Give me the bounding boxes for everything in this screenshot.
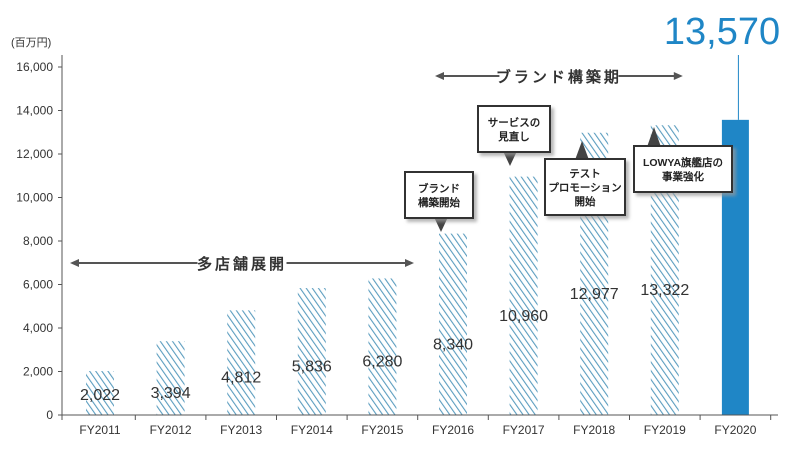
x-tick-label: FY2015 <box>361 423 403 437</box>
range-label: 多店舗展開 <box>197 255 287 273</box>
callouts: ブランド構築開始サービスの見直しテストプロモーション開始LOWYA旗艦店の事業強… <box>404 105 733 232</box>
range-arrow-left-icon <box>70 259 79 267</box>
x-tick-label: FY2017 <box>503 423 545 437</box>
callout-pointer-icon <box>647 127 661 147</box>
bar-fy2016 <box>439 233 467 415</box>
x-tick-label: FY2014 <box>291 423 333 437</box>
value-label-fy2011: 2,022 <box>80 387 120 404</box>
callout-box <box>404 171 474 219</box>
callout-box <box>477 105 551 153</box>
y-tick-label: 2,000 <box>23 365 53 379</box>
x-tick-label: FY2020 <box>714 423 756 437</box>
callout-text: 見直し <box>497 130 530 143</box>
x-tick-label: FY2013 <box>220 423 262 437</box>
range-brand-building: ブランド構築期 <box>435 65 683 87</box>
value-label-fy2012: 3,394 <box>151 385 191 402</box>
bar-fy2017 <box>509 176 538 415</box>
callout-text: 開始 <box>575 195 596 208</box>
bar-fy2015 <box>368 278 397 415</box>
value-label-fy2015: 6,280 <box>362 354 402 371</box>
value-label-fy2013: 4,812 <box>221 370 261 387</box>
value-labels: 2,022 3,394 4,812 5,836 6,280 8,340 10,960 12,9… <box>80 11 780 404</box>
callout-text: ブランド <box>418 182 460 195</box>
value-label-fy2017: 10,960 <box>499 308 548 325</box>
y-tick-label: 12,000 <box>16 147 53 161</box>
bar-fy2012 <box>156 341 185 415</box>
callout-pointer-icon <box>503 151 517 166</box>
y-tick-label: 14,000 <box>16 104 53 118</box>
y-tick-label: 8,000 <box>23 234 53 248</box>
x-tick-label: FY2016 <box>432 423 474 437</box>
y-tick-label: 6,000 <box>23 278 53 292</box>
period-ranges: 多店舗展開 ブランド構築期 <box>70 65 683 274</box>
y-tick-label: 10,000 <box>16 191 53 205</box>
y-unit-label: (百万円) <box>11 37 51 49</box>
value-label-fy2019: 13,322 <box>640 282 689 299</box>
callout-text: 構築開始 <box>418 196 460 209</box>
y-tick-label: 4,000 <box>23 321 53 335</box>
bar-fy2013 <box>227 310 256 415</box>
x-tick-label: FY2019 <box>644 423 686 437</box>
bar-fy2011 <box>86 371 114 415</box>
range-store-expansion: 多店舗展開 <box>70 252 414 274</box>
bar-fy2014 <box>297 288 326 415</box>
x-tick-label: FY2011 <box>79 423 120 437</box>
x-tick-label: FY2012 <box>150 423 192 437</box>
range-label-bg <box>197 252 287 274</box>
range-arrow-right-icon <box>673 72 683 80</box>
range-label: ブランド構築期 <box>496 68 622 86</box>
callout-text: サービスの <box>488 116 541 129</box>
y-tick-label: 0 <box>46 408 53 422</box>
value-label-fy2014: 5,836 <box>292 359 332 376</box>
y-tick-label: 16,000 <box>16 60 53 74</box>
callout-text: テスト <box>569 168 601 180</box>
x-tick-label: FY2018 <box>573 423 615 437</box>
callout-text: LOWYA旗艦店の <box>643 156 723 169</box>
callout-pointer-icon <box>434 217 448 232</box>
callout-box <box>544 158 626 216</box>
range-label-bg <box>499 65 619 87</box>
callout-box <box>633 145 733 193</box>
range-arrow-left-icon <box>435 72 444 80</box>
value-label-fy2020: 13,570 <box>664 11 780 53</box>
range-arrow-right-icon <box>405 259 414 267</box>
callout-text: 事業強化 <box>662 170 704 183</box>
value-label-fy2016: 8,340 <box>433 336 473 353</box>
axes: (百万円) 0 2,000 4,000 6,000 8,000 10,000 12,000 14… <box>11 37 778 437</box>
callout-text: プロモーション <box>548 181 621 194</box>
value-label-fy2018: 12,977 <box>570 286 619 303</box>
callout-pointer-icon <box>575 141 589 160</box>
